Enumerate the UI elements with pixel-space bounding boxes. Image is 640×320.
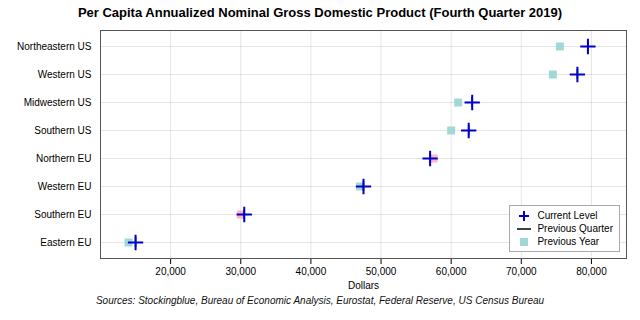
html-text:Previous Year: Previous Year bbox=[537, 236, 600, 247]
svg-text:70,000: 70,000 bbox=[506, 266, 537, 277]
svg-text:Western US: Western US bbox=[38, 69, 92, 80]
svg-text:Dollars: Dollars bbox=[348, 280, 379, 291]
svg-text:Midwestern US: Midwestern US bbox=[24, 97, 92, 108]
html-text:Per Capita Annualized Nominal: Per Capita Annualized Nominal Gross Dome… bbox=[77, 5, 563, 20]
svg-text:40,000: 40,000 bbox=[296, 266, 327, 277]
svg-text:Northern EU: Northern EU bbox=[36, 153, 92, 164]
svg-text:60,000: 60,000 bbox=[436, 266, 467, 277]
svg-text:Western EU: Western EU bbox=[38, 181, 92, 192]
svg-text:Northeastern US: Northeastern US bbox=[17, 41, 92, 52]
html-text:Previous Quarter: Previous Quarter bbox=[537, 223, 613, 234]
svg-text:80,000: 80,000 bbox=[576, 266, 607, 277]
svg-text:Eastern EU: Eastern EU bbox=[40, 237, 91, 248]
svg-text:20,000: 20,000 bbox=[155, 266, 186, 277]
svg-text:Southern EU: Southern EU bbox=[34, 209, 91, 220]
html-text:Current Level: Current Level bbox=[537, 210, 598, 221]
svg-text:50,000: 50,000 bbox=[366, 266, 397, 277]
svg-text:Southern US: Southern US bbox=[34, 125, 92, 136]
html-text:Sources: Stockingblue, Bureau: Sources: Stockingblue, Bureau of Economi… bbox=[95, 295, 545, 306]
svg-text:30,000: 30,000 bbox=[225, 266, 256, 277]
